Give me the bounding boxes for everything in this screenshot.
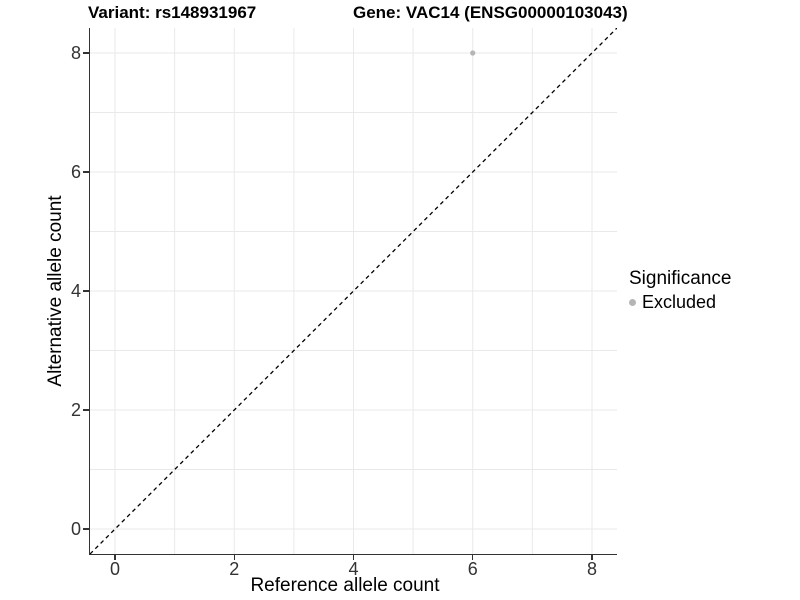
plot-panel [88, 28, 617, 555]
y-tick-label: 4 [70, 281, 81, 301]
plot-title-variant: Variant: rs148931967 [88, 3, 257, 22]
legend-item-excluded: Excluded [629, 291, 731, 313]
y-tick-label: 6 [70, 161, 81, 182]
y-tick-mark [82, 409, 89, 411]
y-tick-mark [82, 290, 89, 292]
plot-title-gene: Gene: VAC14 (ENSG00000103043) [353, 3, 628, 22]
x-tick-mark [591, 554, 593, 560]
y-tick-label: 8 [70, 42, 81, 63]
excluded-point-icon [629, 298, 636, 306]
legend-title: Significance [629, 268, 732, 289]
y-tick-mark [82, 52, 89, 54]
x-axis-title: Reference allele count [250, 575, 440, 596]
y-tick-label: 2 [70, 400, 81, 420]
x-tick-mark [352, 554, 355, 560]
x-tick-label: 0 [110, 559, 121, 579]
legend-item-label: Excluded [642, 292, 717, 312]
chart-canvas [89, 28, 617, 554]
x-tick-mark [114, 554, 116, 560]
y-tick-mark [82, 171, 89, 173]
y-tick-mark [82, 528, 89, 530]
x-tick-mark [233, 554, 236, 560]
y-tick-label: 0 [70, 519, 81, 539]
x-tick-label: 6 [467, 559, 478, 579]
x-tick-label: 8 [586, 559, 597, 579]
data-point [469, 50, 475, 56]
legend: Significance Excluded [629, 267, 731, 313]
x-tick-label: 4 [348, 559, 359, 579]
x-tick-mark [471, 554, 474, 560]
y-axis-title: Alternative allele count [45, 195, 66, 387]
x-tick-label: 2 [229, 559, 240, 579]
